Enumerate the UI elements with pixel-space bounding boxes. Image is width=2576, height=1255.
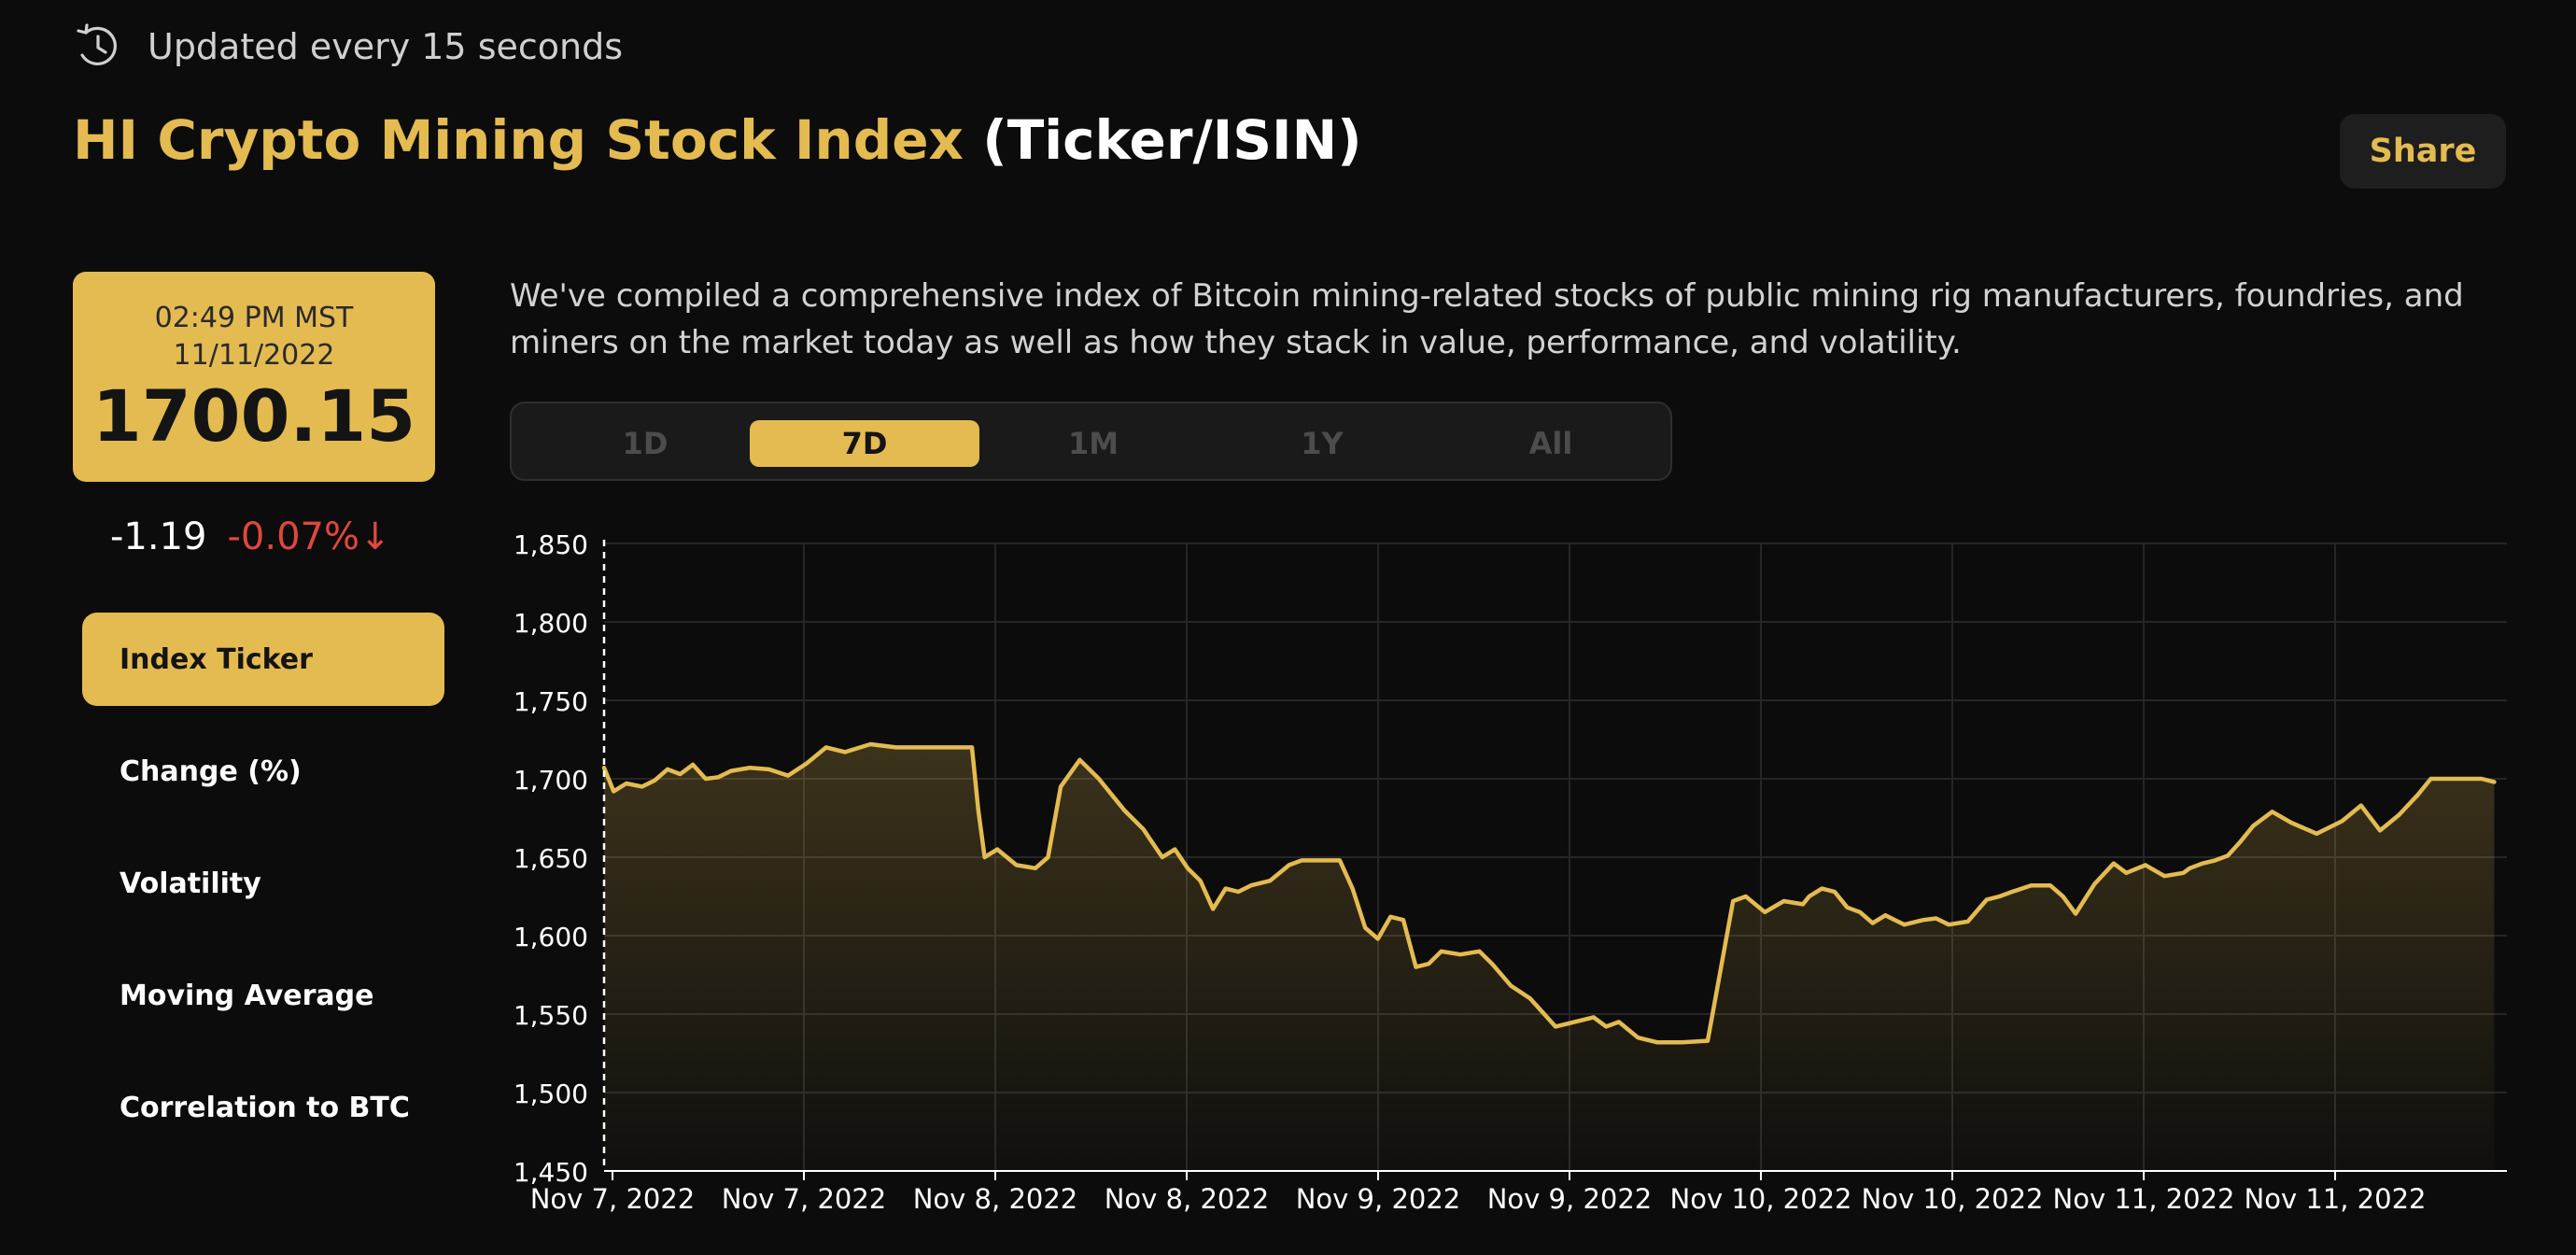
change-percent-value: -0.07% [227, 515, 360, 558]
tab-7d[interactable]: 7D [750, 420, 979, 467]
x-tick-label: Nov 8, 2022 [913, 1183, 1078, 1215]
x-tick-label: Nov 9, 2022 [1487, 1183, 1653, 1215]
tab-all[interactable]: All [1528, 426, 1573, 461]
y-tick-label: 1,450 [514, 1157, 588, 1188]
price-change: -1.19 -0.07%↓ [110, 515, 391, 558]
x-tick-label: Nov 7, 2022 [722, 1183, 887, 1215]
x-tick-label: Nov 10, 2022 [1670, 1183, 1852, 1215]
share-button[interactable]: Share [2340, 114, 2506, 189]
change-absolute: -1.19 [110, 515, 207, 558]
update-status: Updated every 15 seconds [73, 21, 623, 73]
ticker-label: (Ticker/ISIN) [982, 108, 1362, 172]
price-value: 1700.15 [91, 374, 416, 458]
tab-1d[interactable]: 1D [622, 426, 669, 461]
page-title: HI Crypto Mining Stock Index (Ticker/ISI… [73, 103, 1362, 177]
index-name: HI Crypto Mining Stock Index [73, 108, 964, 172]
sidebar-item-moving-average[interactable]: Moving Average [120, 979, 374, 1012]
tab-1m[interactable]: 1M [1067, 426, 1119, 461]
y-tick-label: 1,500 [514, 1079, 588, 1109]
sidebar: Index Ticker Change (%) Volatility Movin… [82, 613, 444, 1173]
tab-1y[interactable]: 1Y [1301, 426, 1344, 461]
index-chart[interactable]: 1,450 1,500 1,550 1,600 1,650 1,700 1,750 1,800… [504, 514, 2521, 1242]
y-tick-label: 1,750 [514, 686, 588, 717]
sidebar-item-volatility[interactable]: Volatility [120, 867, 261, 900]
series-line [601, 741, 2497, 1045]
change-percent: -0.07%↓ [228, 515, 391, 558]
price-time: 02:49 PM MST [154, 302, 354, 334]
y-tick-label: 1,700 [514, 765, 588, 796]
sidebar-item-change[interactable]: Change (%) [120, 754, 302, 788]
y-tick-label: 1,650 [514, 843, 588, 874]
y-tick-label: 1,850 [514, 529, 588, 560]
index-description: We've compiled a comprehensive index of … [510, 277, 2464, 361]
x-tick-label: Nov 7, 2022 [530, 1183, 696, 1215]
y-tick-label: 1,800 [514, 608, 588, 639]
x-tick-label: Nov 11, 2022 [2053, 1183, 2235, 1215]
arrow-down-icon: ↓ [359, 515, 391, 558]
clock-refresh-icon [77, 23, 117, 65]
price-card: 02:49 PM MST 11/11/2022 1700.15 [73, 272, 435, 482]
series-area [604, 744, 2495, 1171]
x-tick-label: Nov 10, 2022 [1862, 1183, 2044, 1215]
x-tick-label: Nov 11, 2022 [2245, 1183, 2427, 1215]
x-tick-label: Nov 9, 2022 [1296, 1183, 1461, 1215]
y-tick-label: 1,600 [514, 922, 588, 952]
price-date: 11/11/2022 [173, 339, 335, 372]
update-status-text: Updated every 15 seconds [148, 26, 624, 67]
sidebar-item-correlation[interactable]: Correlation to BTC [120, 1091, 410, 1124]
y-tick-label: 1,550 [514, 1000, 588, 1031]
sidebar-item-index-ticker[interactable]: Index Ticker [82, 613, 444, 706]
range-selector: 1D 7D 1M 1Y All [510, 402, 1672, 481]
x-tick-label: Nov 8, 2022 [1105, 1183, 1270, 1215]
